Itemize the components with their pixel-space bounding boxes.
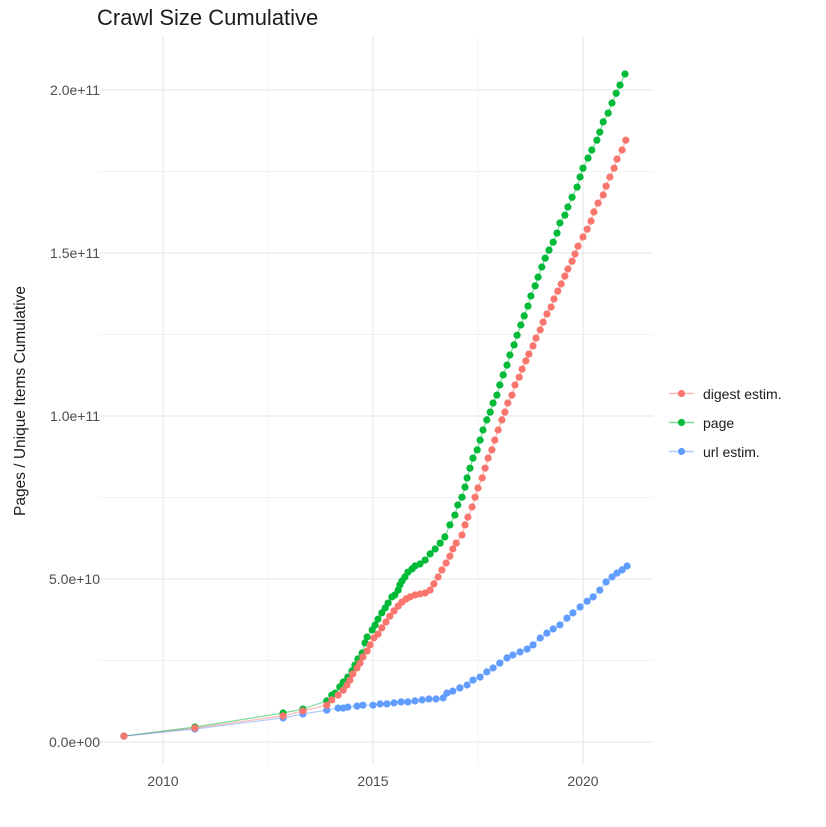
legend-label: url estim. [703, 443, 760, 460]
gridlines-minor [99, 36, 653, 765]
y-tick-label: 1.5e+11 [50, 245, 100, 261]
legend-item-page: page [668, 408, 782, 437]
x-tick-label: 2020 [567, 773, 598, 789]
legend-item-digest-estim-: digest estim. [668, 379, 782, 408]
series-points-digest-estim- [120, 136, 630, 740]
legend: digest estim. page url estim. [668, 379, 782, 466]
series-line-digest-estim- [123, 139, 627, 737]
legend-label: page [703, 414, 735, 431]
y-tick-label: 1.0e+11 [50, 408, 100, 424]
series-points-page [120, 70, 629, 740]
series-points-url-estim- [120, 562, 631, 740]
x-tick-label: 2015 [357, 773, 388, 789]
y-tick-label: 5.0e+10 [49, 571, 100, 587]
legend-label: digest estim. [703, 385, 782, 402]
legend-key-icon [669, 418, 694, 427]
chart-title: Crawl Size Cumulative [97, 5, 319, 30]
legend-item-url-estim-: url estim. [668, 437, 782, 466]
y-tick-label: 0.0e+00 [49, 734, 100, 750]
x-tick-label: 2010 [147, 773, 178, 789]
y-tick-label: 2.0e+11 [50, 82, 100, 98]
gridlines-major [99, 36, 653, 765]
axis-tick-labels: 0.0e+00 5.0e+10 1.0e+11 1.5e+11 2.0e+11 2010 2… [49, 82, 599, 789]
series-line-url-estim- [123, 565, 628, 737]
legend-key-icon [669, 447, 694, 456]
legend-key-icon [669, 389, 694, 398]
